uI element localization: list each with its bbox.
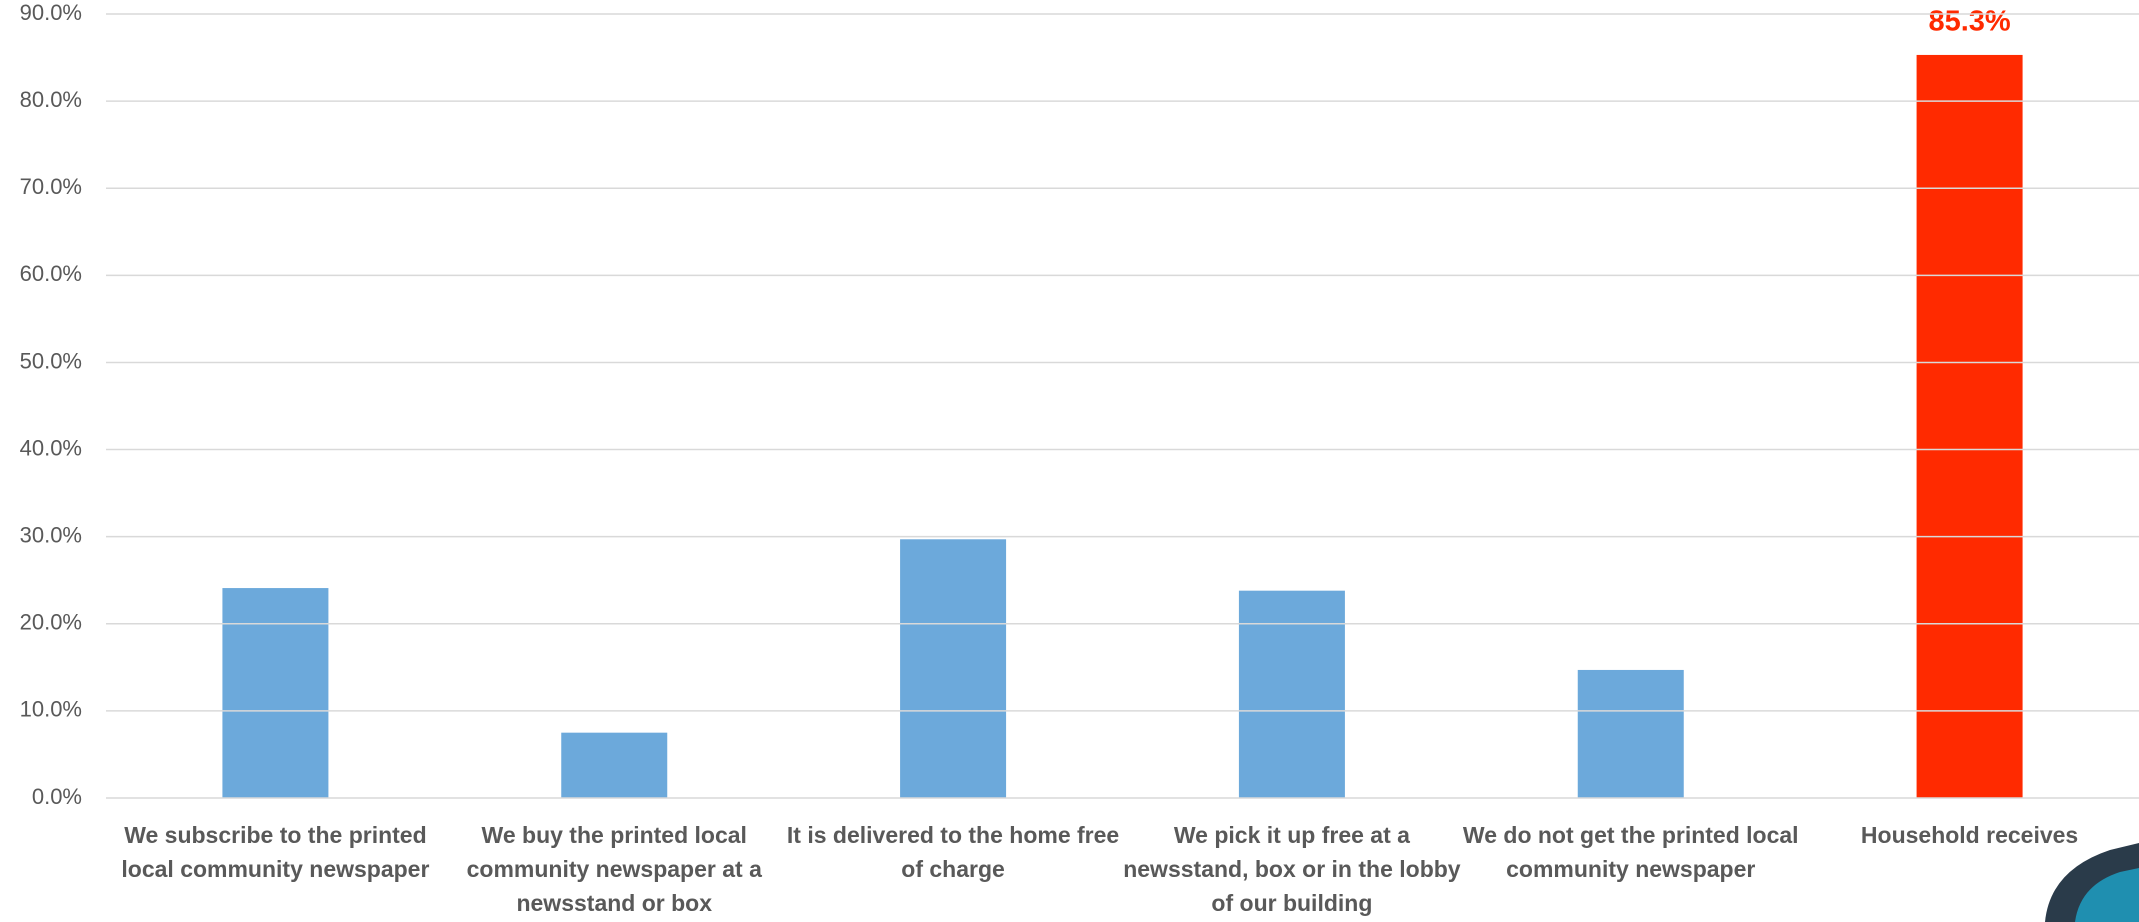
- bar: [222, 588, 329, 798]
- y-tick-label: 80.0%: [20, 87, 82, 112]
- y-tick-label: 60.0%: [20, 261, 82, 286]
- y-tick-label: 20.0%: [20, 610, 82, 635]
- y-tick-label: 50.0%: [20, 348, 82, 373]
- value-label: 85.3%: [1928, 6, 2010, 38]
- y-tick-label: 90.0%: [20, 0, 82, 25]
- logo-shape: [2075, 868, 2139, 922]
- bar: [1577, 669, 1684, 798]
- logo: [2045, 843, 2139, 922]
- x-tick-label: It is delivered to the home free of char…: [786, 822, 1120, 882]
- x-tick-label: We pick it up free at a newsstand, box o…: [1123, 822, 1461, 916]
- bar: [561, 732, 668, 798]
- y-tick-label: 40.0%: [20, 435, 82, 460]
- x-tick-label: We do not get the printed local communit…: [1462, 822, 1799, 882]
- bar: [1238, 590, 1345, 798]
- y-tick-label: 10.0%: [20, 697, 82, 722]
- x-tick-label: Household receives: [1860, 822, 2079, 848]
- x-tick-label: We buy the printed local community newsp…: [466, 822, 762, 916]
- y-tick-label: 30.0%: [20, 522, 82, 547]
- bar: [1916, 54, 2023, 799]
- x-tick-label: We subscribe to the printed local commun…: [121, 822, 430, 882]
- bar: [900, 539, 1007, 798]
- y-tick-label: 0.0%: [32, 784, 82, 809]
- y-tick-label: 70.0%: [20, 174, 82, 199]
